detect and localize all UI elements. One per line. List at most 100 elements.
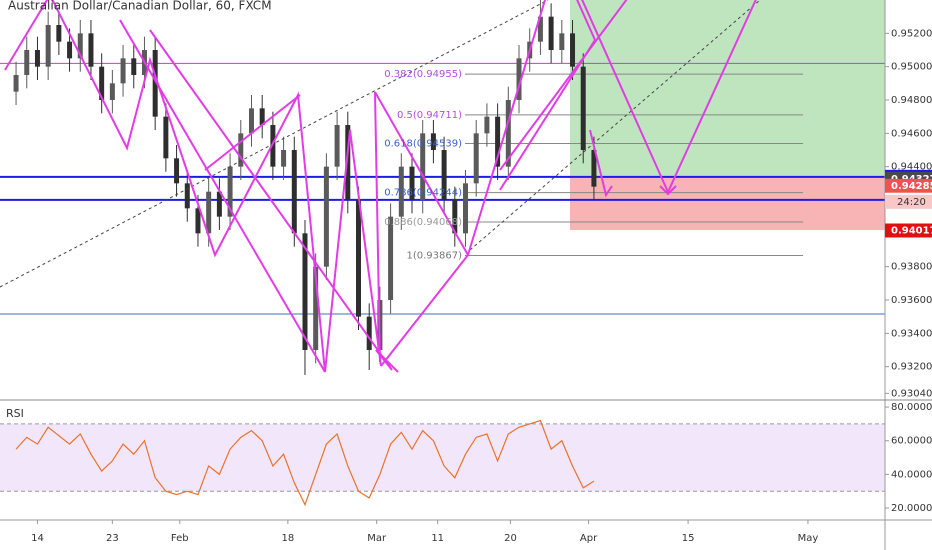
candle-body (452, 200, 458, 234)
x-tick-label: 23 (106, 533, 119, 544)
candle-body (152, 50, 158, 117)
y-tick-label: 0.94800 (891, 95, 932, 106)
candle-body (131, 58, 137, 75)
price-badge (885, 178, 932, 193)
y-tick-label: 0.95000 (891, 62, 932, 73)
pattern (149, 29, 399, 373)
arrow (589, 129, 613, 198)
candle-body (313, 266, 319, 350)
x-tick-label: 11 (431, 533, 444, 544)
pattern (499, 0, 597, 191)
x-tick-label: 14 (31, 533, 44, 544)
indicator-title: RSI (6, 407, 24, 420)
candle-body (163, 116, 169, 159)
candle-body (473, 133, 479, 184)
trend-line (469, 0, 761, 251)
candle-body (302, 233, 308, 350)
candle-body (570, 33, 576, 67)
candle-body (270, 125, 276, 167)
candle-body (248, 108, 254, 134)
pattern (204, 94, 301, 171)
candle-body (184, 183, 190, 209)
pattern (119, 19, 326, 373)
y-tick-label: 20.0000 (891, 503, 932, 514)
candle-body (109, 83, 115, 100)
candle-body (430, 133, 436, 150)
candle-body (56, 25, 62, 42)
y-tick-label: 0.93200 (891, 362, 932, 373)
price-axis-bg (885, 0, 932, 550)
arrow (659, 185, 677, 196)
x-tick-label: 18 (281, 533, 294, 544)
y-tick-label: 0.93400 (891, 328, 932, 339)
candle-body (537, 16, 543, 42)
x-tick-label: 15 (682, 533, 695, 544)
countdown-badge (885, 194, 932, 209)
x-tick-label: Apr (580, 533, 598, 544)
drawings (0, 0, 761, 373)
candle-body (259, 108, 265, 125)
loss-zone (570, 176, 885, 230)
candle-body (88, 33, 94, 67)
candle-body (227, 166, 233, 217)
rsi-line (15, 419, 595, 507)
candle-body (24, 50, 30, 75)
candle-body (77, 33, 83, 59)
candle-body (366, 316, 372, 350)
rsi-band (0, 423, 885, 492)
fib-label: 0.382(0.94955) (384, 69, 462, 80)
price-badge (885, 223, 932, 238)
candle-body (559, 33, 565, 50)
x-tick-label: 20 (504, 533, 517, 544)
candle-body (516, 58, 522, 100)
y-tick-label: 0.93800 (891, 262, 932, 273)
candle-body (216, 191, 222, 217)
candle-body (120, 58, 126, 84)
position-box (570, 0, 885, 230)
candle-body (388, 216, 394, 300)
candle-body (13, 75, 19, 92)
y-tick-label: 80.0000 (891, 402, 932, 413)
candle-body (281, 150, 287, 167)
candle-body (34, 50, 40, 67)
x-tick-label: May (798, 533, 819, 544)
y-tick-label: 0.94400 (891, 162, 932, 173)
fib-label: 0.5(0.94711) (397, 110, 462, 121)
candle-body (45, 25, 51, 67)
price-badge-label: 0.94017 (891, 226, 932, 237)
y-tick-label: 0.95200 (891, 28, 932, 39)
candle-body (505, 100, 511, 167)
candle-body (495, 116, 501, 167)
candle-body (420, 133, 426, 200)
trend-line (0, 0, 549, 288)
x-tick-label: Mar (367, 533, 387, 544)
candle-body (463, 183, 469, 234)
candle-body (238, 133, 244, 167)
y-tick-label: 40.0000 (891, 469, 932, 480)
fib-label: 0.786(0.94244) (384, 188, 462, 199)
candle-body (355, 200, 361, 317)
pattern (374, 91, 469, 363)
pattern (499, 0, 628, 171)
countdown: 24:20 (897, 197, 926, 208)
candle-body (548, 16, 554, 51)
fib-label: 0.618(0.94539) (384, 139, 462, 150)
candle-body (99, 66, 105, 100)
y-tick-label: 0.93040 (891, 388, 932, 399)
candle-body (591, 150, 597, 187)
candle-body (580, 66, 586, 150)
y-tick-label: 60.0000 (891, 436, 932, 447)
chart-title: Australian Dollar/Canadian Dollar, 60, F… (8, 0, 272, 13)
candle-body (195, 208, 201, 234)
candle-body (334, 125, 340, 167)
candle-body (323, 166, 329, 267)
candle-body (174, 158, 180, 184)
pattern (4, 0, 382, 373)
candle-body (345, 125, 351, 200)
y-tick-label: 0.94600 (891, 128, 932, 139)
fib-label: 0.886(0.94068) (384, 217, 462, 228)
candle-body (206, 191, 212, 234)
x-tick-label: Feb (171, 533, 189, 544)
candle-body (409, 166, 415, 200)
